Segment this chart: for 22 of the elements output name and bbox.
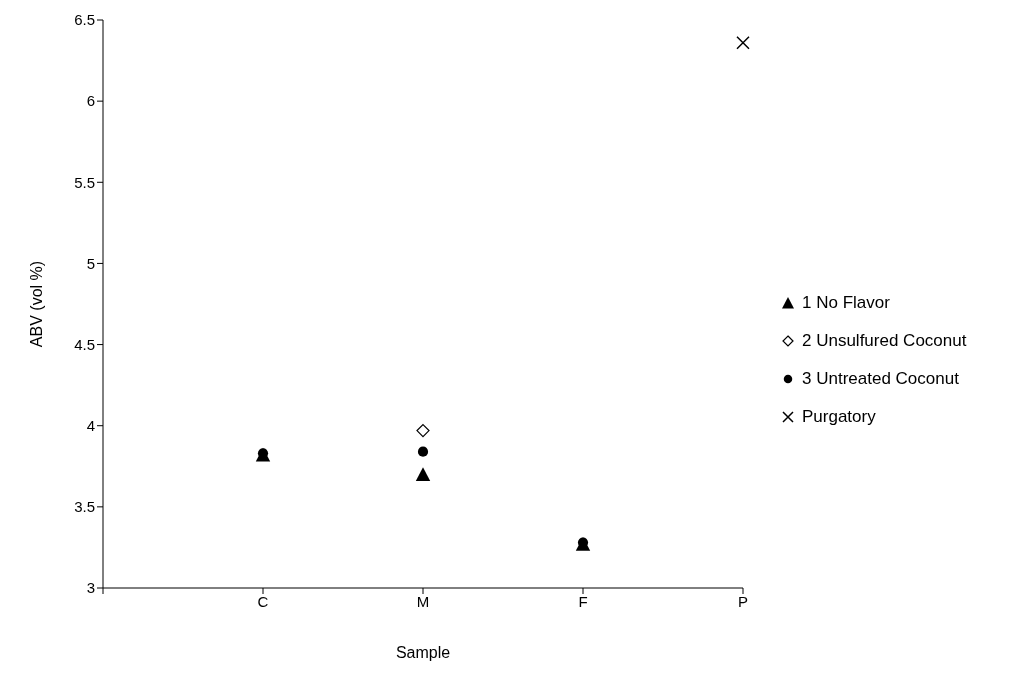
y-tick-label: 3 [86,579,95,597]
y-tick-label: 4.5 [74,335,95,353]
legend-label: 1 No Flavor [802,293,890,313]
y-axis-title: ABV (vol %) [27,260,45,348]
y-tick-label: 5.5 [74,173,95,191]
legend-label: 2 Unsulfured Coconut [802,331,967,351]
point [736,35,750,50]
y-tick-label: 5 [86,254,95,272]
x-tick-label: F [578,592,588,610]
x-tick-label: P [737,592,749,610]
x-tick-label: M [416,592,430,610]
x-axis-title: Sample [395,644,451,661]
legend-label: Purgatory [802,407,876,427]
point [415,467,431,481]
y-tick-label: 4 [86,417,95,435]
legend-label: 3 Untreated Coconut [802,369,959,389]
point [416,423,430,438]
y-tick-label: 6 [86,92,95,110]
x-tick-label: C [257,592,269,610]
point [417,446,429,457]
y-tick-label: 6.5 [74,11,95,29]
y-tick-label: 3.5 [74,498,95,516]
